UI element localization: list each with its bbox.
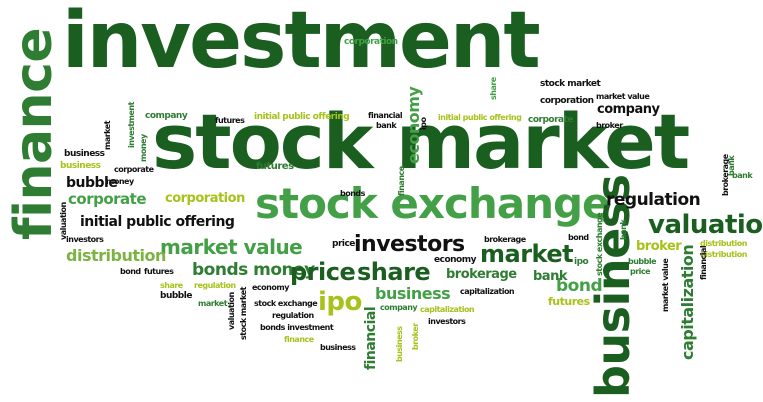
word-valuation-vertical: valuation bbox=[227, 292, 236, 330]
word-valuation: valuation bbox=[648, 210, 763, 240]
word-stock-market: stock market bbox=[152, 97, 690, 186]
word-corporate-small: corporate bbox=[528, 115, 574, 125]
word-business-small-2: business bbox=[60, 161, 101, 171]
word-market-value-vertical: market value bbox=[661, 258, 670, 312]
word-finance: finance bbox=[4, 27, 64, 240]
word-corporation: corporation bbox=[165, 191, 245, 206]
word-money-vertical: money bbox=[139, 134, 148, 162]
word-corporate: corporate bbox=[68, 190, 147, 208]
word-capitalization-small-2: capitalization bbox=[420, 305, 475, 314]
word-money-small: money bbox=[106, 177, 134, 186]
word-distribution-small: distribution bbox=[700, 239, 747, 248]
word-bond-small: bond bbox=[568, 233, 589, 242]
word-capitalization-small: capitalization bbox=[460, 287, 515, 296]
word-futures-small-3: futures bbox=[144, 267, 174, 276]
word-investment: investment bbox=[62, 0, 541, 86]
word-bond: bond bbox=[556, 276, 603, 296]
word-valuation-vertical-small: valuation bbox=[59, 202, 68, 240]
word-business-vertical-small: business bbox=[395, 326, 404, 362]
word-bank-small: bank bbox=[376, 121, 397, 130]
word-futures-small-2: futures bbox=[256, 161, 294, 172]
word-price-small-2: price bbox=[630, 267, 651, 276]
word-share-small: share bbox=[160, 281, 183, 290]
word-financial: financial bbox=[363, 306, 379, 370]
word-capitalization: capitalization bbox=[678, 244, 697, 360]
word-bank: bank bbox=[533, 269, 567, 284]
word-bonds-money: bonds money bbox=[192, 260, 315, 280]
word-business-small-3: business bbox=[320, 343, 356, 352]
word-investors-small: investors bbox=[66, 235, 104, 244]
word-economy-small: economy bbox=[434, 255, 476, 265]
word-broker-vertical: broker bbox=[411, 323, 420, 350]
word-bank-vertical: bank bbox=[619, 219, 628, 240]
word-bubble-small: bubble bbox=[160, 291, 192, 301]
word-bank-vertical-2: bank bbox=[727, 155, 736, 176]
word-brokerage-small: brokerage bbox=[484, 235, 526, 244]
word-investors: investors bbox=[354, 232, 465, 257]
word-brokerage: brokerage bbox=[446, 267, 517, 282]
word-regulation-small-2: regulation bbox=[272, 311, 314, 320]
word-corporation-small: corporation bbox=[344, 37, 398, 47]
word-share-vertical: share bbox=[489, 77, 498, 100]
word-bond-small-2: bond bbox=[120, 267, 141, 276]
word-regulation-small: regulation bbox=[194, 281, 236, 290]
word-business: business bbox=[375, 284, 451, 303]
word-economy-small-2: economy bbox=[252, 283, 289, 292]
word-finance-vertical-small: finance bbox=[397, 166, 406, 196]
word-corporation-small-2: corporation bbox=[540, 96, 594, 106]
word-investment-vertical: investment bbox=[127, 102, 136, 148]
word-company-small-2: company bbox=[380, 303, 418, 312]
word-market-value: market value bbox=[160, 235, 303, 259]
word-ipo-phrase-small: initial public offering bbox=[254, 112, 350, 122]
word-market-value-small: market value bbox=[596, 92, 650, 101]
word-stock-exchange-small: stock exchange bbox=[254, 299, 318, 308]
word-corporate-small-2: corporate bbox=[114, 165, 154, 174]
word-price-small: price bbox=[332, 239, 355, 249]
word-company-small: company bbox=[145, 111, 188, 121]
word-bonds-investment-small: bonds investment bbox=[260, 323, 334, 332]
word-bubble: bubble bbox=[66, 175, 118, 191]
word-ipo-phrase-small-2: initial public offering bbox=[438, 113, 522, 122]
word-ipo-small: ipo bbox=[574, 257, 589, 267]
word-broker-small: broker bbox=[596, 121, 623, 130]
word-market-vertical: market bbox=[103, 120, 112, 150]
word-distribution: distribution bbox=[66, 246, 166, 265]
word-company: company bbox=[597, 102, 660, 117]
word-market-small: market bbox=[198, 299, 228, 308]
word-market: market bbox=[480, 240, 574, 268]
word-investors-small-2: investors bbox=[428, 317, 466, 326]
word-futures: futures bbox=[548, 295, 590, 308]
word-business-small: business bbox=[64, 149, 105, 159]
word-bonds-small: bonds bbox=[340, 189, 365, 198]
word-bank-small-2: bank bbox=[732, 171, 753, 180]
word-regulation: regulation bbox=[606, 190, 701, 210]
word-stock-exchange: stock exchange bbox=[255, 179, 611, 228]
word-financial-vertical: financial bbox=[699, 245, 708, 280]
word-finance-small: finance bbox=[284, 335, 314, 344]
word-share: share bbox=[357, 258, 431, 286]
word-stock-exchange-vertical: stock exchange bbox=[595, 212, 604, 276]
word-stock-market-vertical: stock market bbox=[239, 287, 248, 340]
word-initial-public-offering: initial public offering bbox=[80, 214, 235, 230]
word-distribution-small-2: distribution bbox=[700, 250, 747, 259]
word-ipo: ipo bbox=[318, 287, 362, 317]
word-financial-small: financial bbox=[368, 111, 403, 120]
word-price: price bbox=[290, 258, 356, 286]
word-broker: broker bbox=[636, 239, 682, 254]
word-ipo-vertical: ipo bbox=[419, 117, 428, 130]
word-futures-small: futures bbox=[215, 116, 245, 125]
word-bubble-small-2: bubble bbox=[628, 257, 657, 266]
word-stock-market-small: stock market bbox=[540, 79, 601, 89]
